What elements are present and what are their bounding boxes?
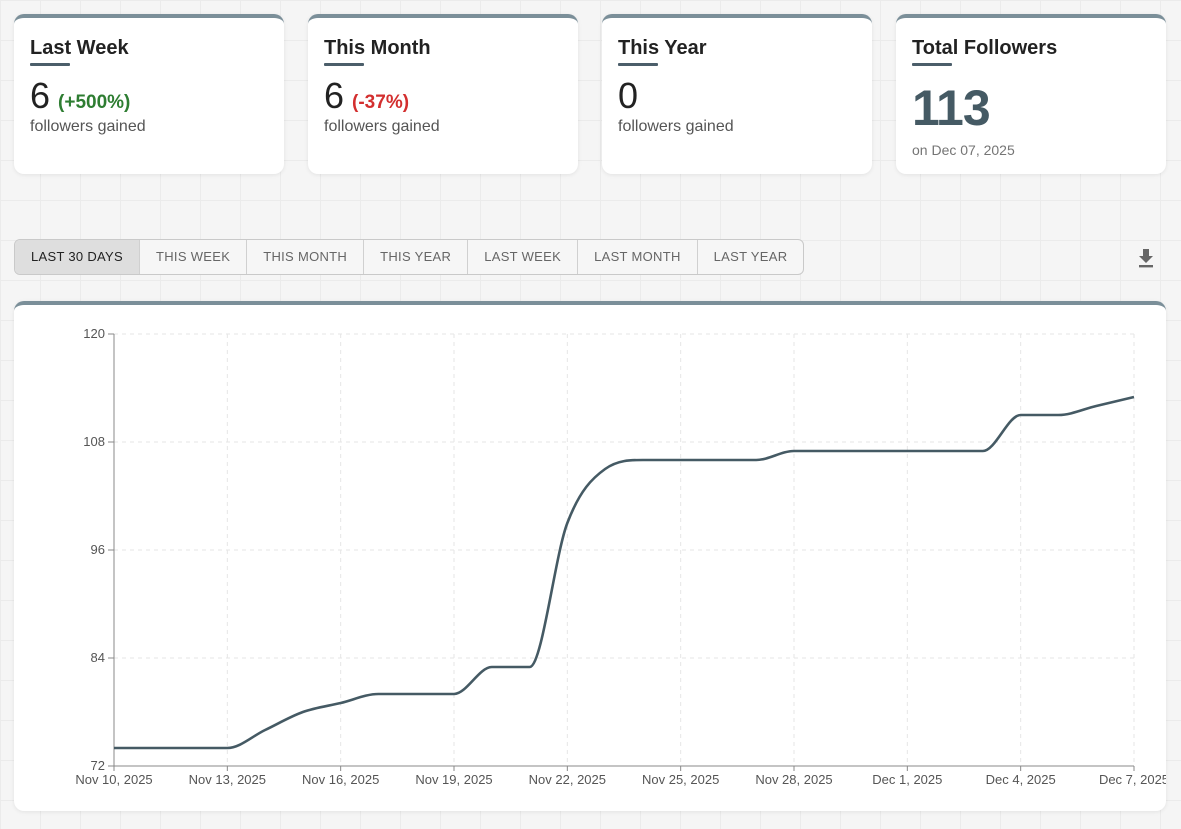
followers-chart: Nov 10, 2025 Nov 13, 2025 Nov 16, 2025 Nov … — [14, 301, 1166, 811]
tab-this-year[interactable]: THIS YEAR — [364, 240, 469, 274]
tab-this-week[interactable]: THIS WEEK — [140, 240, 248, 274]
this-month-card: This Month 6 (-37%) followers gained — [308, 14, 578, 174]
followers-series-line — [114, 395, 1135, 750]
x-tick-label: Nov 22, 2025 — [529, 772, 606, 787]
tab-last-year[interactable]: LAST YEAR — [713, 249, 788, 264]
tab-last-month[interactable]: LAST MONTH — [578, 240, 698, 274]
summary-cards: Last Week 6 (+500%) followers gained Thi… — [14, 14, 1166, 174]
x-tick-label: Dec 1, 2025 — [872, 772, 942, 787]
card-title: This Month — [324, 37, 431, 59]
this-year-card: This Year 0 followers gained — [602, 14, 872, 174]
title-underline — [618, 63, 658, 66]
title-underline — [324, 63, 364, 66]
y-tick-label: 108 — [83, 434, 105, 449]
date-range-tabs: LAST 30 DAYS THIS WEEK THIS MONTH THIS Y… — [14, 239, 805, 275]
x-tick-label: Nov 13, 2025 — [189, 772, 266, 787]
card-subtitle: followers gained — [30, 118, 146, 135]
x-tick-label: Nov 16, 2025 — [302, 772, 379, 787]
card-title: Last Week — [30, 37, 129, 59]
y-tick-label: 84 — [91, 650, 105, 665]
y-tick-label: 96 — [91, 542, 105, 557]
change-percent: (-37%) — [352, 92, 410, 113]
title-underline — [30, 63, 70, 66]
x-tick-label: Nov 19, 2025 — [415, 772, 492, 787]
card-value: 6 — [324, 75, 345, 116]
card-subtitle: followers gained — [324, 118, 440, 135]
followers-line-chart: Nov 10, 2025 Nov 13, 2025 Nov 16, 2025 Nov … — [75, 326, 1166, 787]
tab-last-30-days[interactable]: LAST 30 DAYS — [15, 240, 140, 274]
card-title: This Year — [618, 37, 707, 59]
download-icon[interactable] — [1136, 247, 1156, 269]
card-title: Total Followers — [912, 37, 1058, 59]
card-value: 0 — [618, 75, 639, 116]
tab-last-week[interactable]: LAST WEEK — [468, 240, 579, 274]
x-tick-label: Nov 25, 2025 — [642, 772, 719, 787]
x-tick-label: Dec 7, 2025 — [1099, 772, 1166, 787]
card-value: 6 — [30, 75, 51, 116]
total-followers-card: Total Followers 113 on Dec 07, 2025 — [896, 14, 1166, 174]
y-tick-label: 72 — [91, 758, 105, 773]
y-tick-label: 120 — [83, 326, 105, 341]
x-tick-label: Nov 28, 2025 — [755, 772, 832, 787]
x-tick-label: Dec 4, 2025 — [986, 772, 1056, 787]
as-of-date: on Dec 07, 2025 — [912, 142, 1015, 158]
card-subtitle: followers gained — [618, 118, 734, 135]
total-followers-value: 113 — [912, 80, 991, 136]
last-week-card: Last Week 6 (+500%) followers gained — [14, 14, 284, 174]
x-tick-label: Nov 10, 2025 — [75, 772, 152, 787]
title-underline — [912, 63, 952, 66]
change-percent: (+500%) — [58, 92, 131, 113]
tab-this-month[interactable]: THIS MONTH — [247, 240, 365, 274]
